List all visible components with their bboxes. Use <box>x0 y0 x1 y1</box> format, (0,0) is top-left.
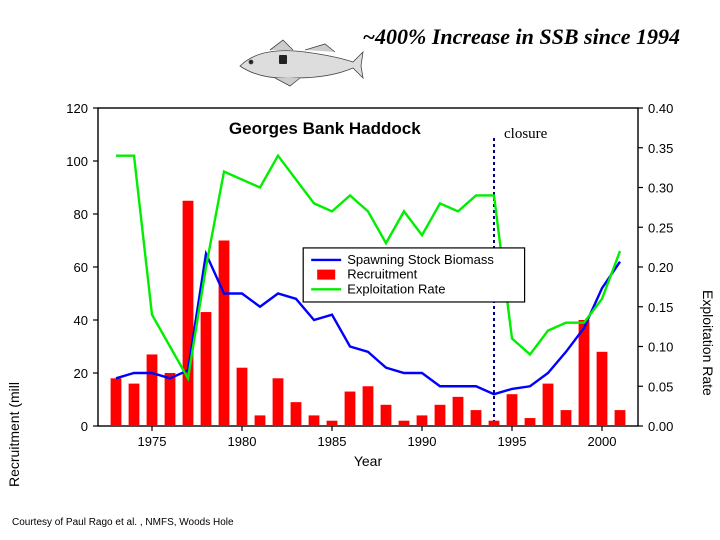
svg-text:0.30: 0.30 <box>648 181 673 196</box>
svg-text:Recruitment: Recruitment <box>347 267 417 282</box>
haddock-illustration <box>235 38 365 88</box>
svg-text:0.05: 0.05 <box>648 379 673 394</box>
svg-text:2000: 2000 <box>588 434 617 449</box>
caption-text: Courtesy of Paul Rago et al. , NMFS, Woo… <box>12 517 234 528</box>
svg-text:0.00: 0.00 <box>648 419 673 434</box>
svg-text:0.10: 0.10 <box>648 340 673 355</box>
svg-text:1990: 1990 <box>408 434 437 449</box>
svg-text:1975: 1975 <box>138 434 167 449</box>
svg-text:1985: 1985 <box>318 434 347 449</box>
svg-text:0.15: 0.15 <box>648 300 673 315</box>
svg-text:0.25: 0.25 <box>648 220 673 235</box>
svg-text:20: 20 <box>74 366 88 381</box>
svg-text:1980: 1980 <box>228 434 257 449</box>
svg-text:80: 80 <box>74 207 88 222</box>
svg-text:0.35: 0.35 <box>648 141 673 156</box>
svg-text:Year: Year <box>354 453 383 469</box>
svg-text:Spawning Stock Biomass: Spawning Stock Biomass <box>347 252 494 267</box>
svg-text:40: 40 <box>74 313 88 328</box>
chart: 0204060801001200.000.050.100.150.200.250… <box>92 102 644 472</box>
svg-text:Georges Bank Haddock: Georges Bank Haddock <box>229 119 421 138</box>
svg-text:1995: 1995 <box>498 434 527 449</box>
svg-text:60: 60 <box>74 260 88 275</box>
svg-text:0: 0 <box>81 419 88 434</box>
right-axis-overlay-label: Exploitation Rate <box>700 290 716 396</box>
svg-text:Exploitation Rate: Exploitation Rate <box>347 281 445 296</box>
svg-text:closure: closure <box>504 126 548 142</box>
left-axis-overlay-label: Recruitment (mill <box>6 382 22 487</box>
svg-text:100: 100 <box>66 154 88 169</box>
headline-text: ~400% Increase in SSB since 1994 <box>362 24 680 50</box>
svg-text:0.40: 0.40 <box>648 101 673 116</box>
svg-text:0.20: 0.20 <box>648 260 673 275</box>
svg-text:120: 120 <box>66 101 88 116</box>
